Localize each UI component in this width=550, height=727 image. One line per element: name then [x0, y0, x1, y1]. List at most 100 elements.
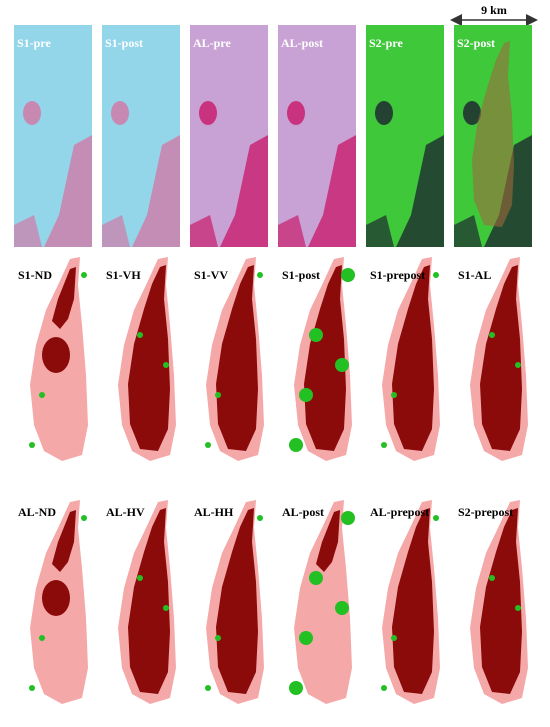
image-panel: AL-post: [278, 25, 356, 247]
image-panel: S2-post: [454, 25, 532, 247]
commission: [309, 328, 323, 342]
map-panel: S1-ND: [18, 257, 88, 461]
map-panel: AL-post: [282, 500, 355, 704]
panel-label: S2-post: [457, 36, 495, 50]
commission: [163, 605, 169, 611]
lake: [454, 215, 482, 247]
detected-area: [52, 267, 76, 329]
commission: [205, 442, 211, 448]
reference-area: [294, 500, 352, 704]
panel-label: AL-pre: [193, 36, 231, 50]
map-panel: S1-prepost: [370, 257, 440, 461]
map-panel: AL-HV: [106, 500, 176, 704]
commission: [299, 388, 313, 402]
lake: [366, 215, 394, 247]
lake: [190, 215, 218, 247]
lake: [111, 101, 129, 125]
commission: [299, 631, 313, 645]
lake: [396, 135, 444, 247]
commission: [81, 272, 87, 278]
commission: [257, 515, 263, 521]
lake: [278, 215, 306, 247]
commission: [381, 442, 387, 448]
panel-label: AL-HH: [194, 505, 234, 519]
image-panel: AL-pre: [190, 25, 268, 247]
commission: [433, 272, 439, 278]
map-panel: S1-VH: [106, 257, 176, 461]
map-panel: AL-prepost: [370, 500, 440, 704]
commission: [81, 515, 87, 521]
panel-label: S1-prepost: [370, 268, 425, 282]
lake: [375, 101, 393, 125]
detected-area: [480, 265, 522, 451]
image-panel: S1-pre: [14, 25, 92, 247]
map-panel: S2-prepost: [458, 500, 528, 704]
detected-area: [316, 510, 340, 572]
lake: [463, 101, 481, 125]
burn-scar: [472, 41, 514, 227]
commission: [29, 685, 35, 691]
commission: [341, 511, 355, 525]
detected-area: [128, 265, 170, 451]
commission: [163, 362, 169, 368]
panel-label: AL-post: [282, 505, 324, 519]
scale-label: 9 km: [481, 3, 507, 17]
commission: [489, 332, 495, 338]
detected-area: [52, 510, 76, 572]
panel-label: S1-ND: [18, 268, 52, 282]
detected-area: [480, 508, 522, 694]
commission: [309, 571, 323, 585]
detected-area: [128, 508, 170, 694]
image-panel: S2-pre: [366, 25, 444, 247]
commission: [391, 392, 397, 398]
lake: [14, 215, 42, 247]
lake: [44, 135, 92, 247]
panel-label: S2-pre: [369, 36, 403, 50]
commission: [391, 635, 397, 641]
commission: [205, 685, 211, 691]
panel-label: S1-post: [105, 36, 143, 50]
commission: [341, 268, 355, 282]
commission: [335, 358, 349, 372]
detected-area: [216, 265, 258, 451]
panel-label: S1-VV: [194, 268, 228, 282]
commission: [29, 442, 35, 448]
commission: [515, 605, 521, 611]
panel-label: AL-post: [281, 36, 323, 50]
commission: [289, 438, 303, 452]
commission: [433, 515, 439, 521]
panel-label: S1-AL: [458, 268, 491, 282]
lake: [287, 101, 305, 125]
map-panel: AL-HH: [194, 500, 264, 704]
map-panel: S1-AL: [458, 257, 528, 461]
commission: [289, 681, 303, 695]
detected-area: [42, 337, 70, 373]
map-panel: AL-ND: [18, 500, 88, 704]
panel-label: S2-prepost: [458, 505, 513, 519]
map-panel: S1-VV: [194, 257, 264, 461]
panel-label: AL-ND: [18, 505, 56, 519]
commission: [39, 392, 45, 398]
lake: [220, 135, 268, 247]
detected-area: [392, 265, 434, 451]
panel-label: S1-VH: [106, 268, 141, 282]
panel-label: AL-HV: [106, 505, 145, 519]
panel-label: S1-post: [282, 268, 320, 282]
commission: [39, 635, 45, 641]
panel-label: AL-prepost: [370, 505, 429, 519]
commission: [215, 635, 221, 641]
commission: [137, 332, 143, 338]
lake: [23, 101, 41, 125]
lake: [132, 135, 180, 247]
lake: [199, 101, 217, 125]
commission: [515, 362, 521, 368]
detected-area: [392, 508, 434, 694]
detected-area: [304, 265, 346, 451]
image-panel: S1-post: [102, 25, 180, 247]
commission: [381, 685, 387, 691]
map-panel: S1-post: [282, 257, 355, 461]
commission: [257, 272, 263, 278]
lake: [308, 135, 356, 247]
commission: [215, 392, 221, 398]
